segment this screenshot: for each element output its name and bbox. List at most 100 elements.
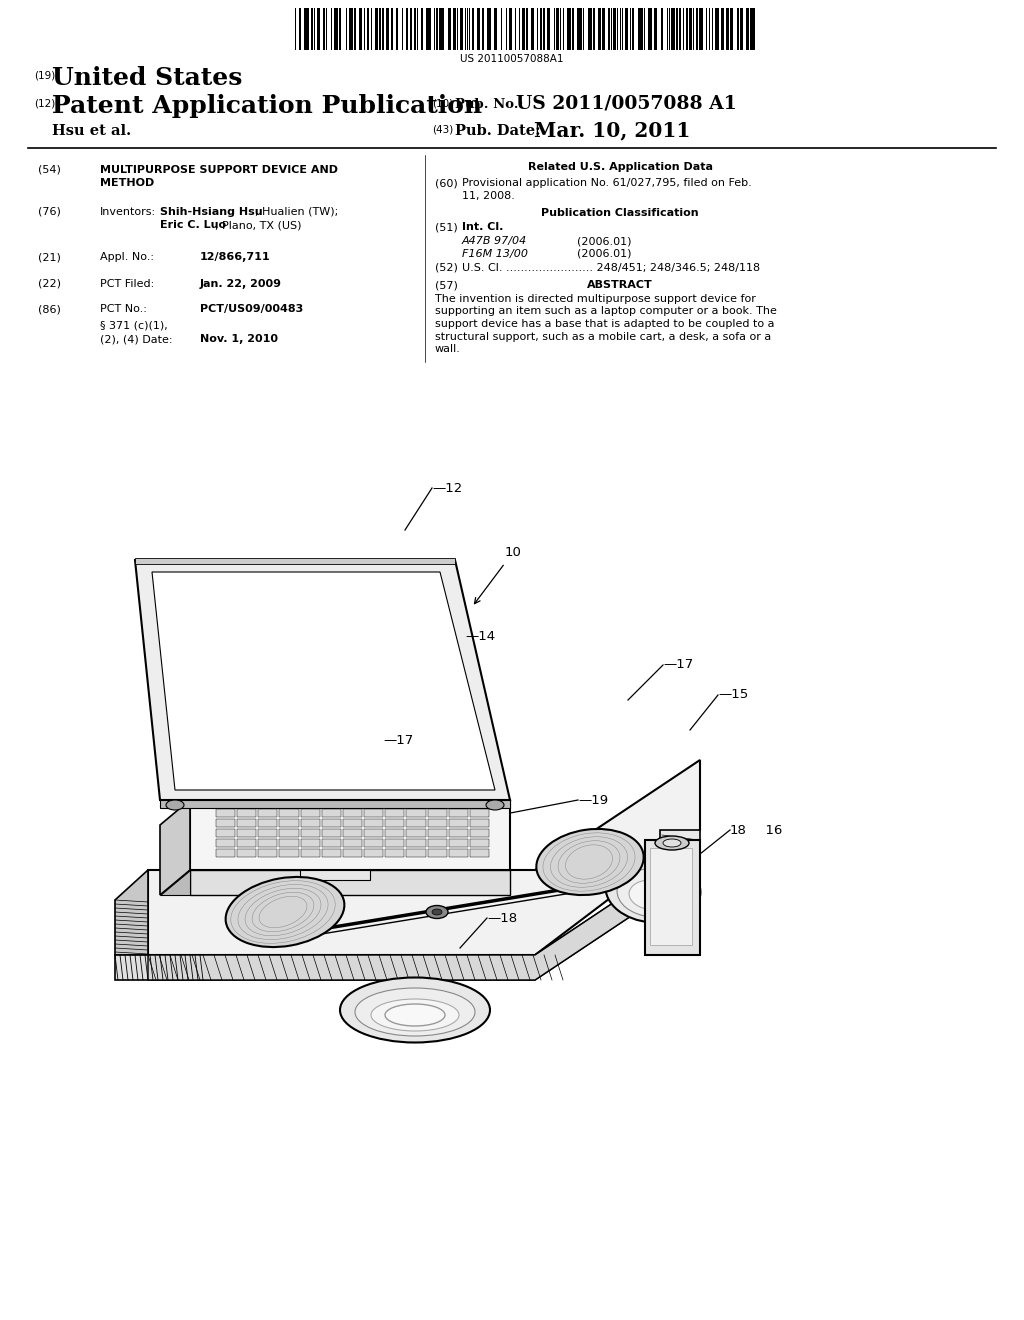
- Bar: [737, 8, 739, 50]
- Polygon shape: [365, 840, 383, 847]
- Bar: [730, 8, 733, 50]
- Bar: [531, 8, 535, 50]
- Text: Appl. No.:: Appl. No.:: [100, 252, 154, 261]
- Polygon shape: [343, 829, 362, 837]
- Text: Int. Cl.: Int. Cl.: [462, 222, 504, 232]
- Bar: [699, 8, 703, 50]
- Polygon shape: [280, 818, 299, 828]
- Text: (10): (10): [432, 98, 454, 108]
- Text: Pub. Date:: Pub. Date:: [455, 124, 541, 139]
- Polygon shape: [470, 829, 489, 837]
- Polygon shape: [238, 849, 256, 857]
- Bar: [598, 8, 601, 50]
- Polygon shape: [280, 849, 299, 857]
- Polygon shape: [470, 809, 489, 817]
- Polygon shape: [258, 829, 278, 837]
- Polygon shape: [407, 840, 426, 847]
- Ellipse shape: [663, 840, 681, 847]
- Polygon shape: [322, 809, 341, 817]
- Polygon shape: [385, 829, 404, 837]
- Bar: [676, 8, 679, 50]
- Polygon shape: [322, 840, 341, 847]
- Text: Pub. No.:: Pub. No.:: [455, 98, 528, 111]
- Text: (54): (54): [38, 165, 60, 176]
- Bar: [386, 8, 389, 50]
- Bar: [426, 8, 431, 50]
- Text: (12): (12): [34, 98, 55, 108]
- Bar: [439, 8, 444, 50]
- Bar: [548, 8, 550, 50]
- Polygon shape: [343, 809, 362, 817]
- Bar: [671, 8, 675, 50]
- Text: United States: United States: [52, 66, 243, 90]
- Bar: [453, 8, 456, 50]
- Text: Hsu et al.: Hsu et al.: [52, 124, 131, 139]
- Bar: [376, 8, 379, 50]
- Ellipse shape: [537, 829, 644, 895]
- Bar: [323, 8, 325, 50]
- Bar: [477, 8, 480, 50]
- Text: Jan. 22, 2009: Jan. 22, 2009: [200, 279, 282, 289]
- Polygon shape: [407, 829, 426, 837]
- Text: , Hualien (TW);: , Hualien (TW);: [255, 207, 338, 216]
- Polygon shape: [190, 800, 510, 870]
- Ellipse shape: [629, 880, 677, 909]
- Polygon shape: [148, 760, 700, 954]
- Polygon shape: [407, 809, 426, 817]
- Bar: [632, 8, 634, 50]
- Text: Eric C. Luo: Eric C. Luo: [160, 220, 226, 230]
- Polygon shape: [470, 849, 489, 857]
- Bar: [460, 8, 463, 50]
- Text: , Plano, TX (US): , Plano, TX (US): [215, 220, 301, 230]
- Bar: [740, 8, 743, 50]
- Text: (51): (51): [435, 222, 458, 232]
- Bar: [436, 8, 438, 50]
- Bar: [411, 8, 413, 50]
- Polygon shape: [322, 818, 341, 828]
- Polygon shape: [385, 849, 404, 857]
- Text: PCT No.:: PCT No.:: [100, 304, 146, 314]
- Polygon shape: [385, 840, 404, 847]
- Polygon shape: [449, 829, 468, 837]
- Polygon shape: [115, 845, 700, 979]
- Bar: [544, 8, 546, 50]
- Ellipse shape: [225, 876, 344, 946]
- Bar: [396, 8, 398, 50]
- Polygon shape: [343, 818, 362, 828]
- Text: (22): (22): [38, 279, 61, 289]
- Polygon shape: [449, 809, 468, 817]
- Polygon shape: [301, 829, 319, 837]
- Text: support device has a base that is adapted to be coupled to a: support device has a base that is adapte…: [435, 319, 774, 329]
- Polygon shape: [650, 847, 692, 945]
- Bar: [407, 8, 409, 50]
- Bar: [593, 8, 595, 50]
- Polygon shape: [160, 800, 510, 808]
- Polygon shape: [152, 572, 495, 789]
- Text: U.S. Cl. ........................ 248/451; 248/346.5; 248/118: U.S. Cl. ........................ 248/45…: [462, 263, 760, 273]
- Text: § 371 (c)(1),: § 371 (c)(1),: [100, 319, 168, 330]
- Text: (43): (43): [432, 124, 454, 135]
- Text: —17: —17: [663, 659, 693, 672]
- Polygon shape: [160, 800, 190, 895]
- Text: wall.: wall.: [435, 345, 461, 354]
- Bar: [680, 8, 682, 50]
- Bar: [578, 8, 582, 50]
- Polygon shape: [301, 818, 319, 828]
- Polygon shape: [343, 840, 362, 847]
- Polygon shape: [258, 840, 278, 847]
- Bar: [602, 8, 605, 50]
- Polygon shape: [470, 818, 489, 828]
- Polygon shape: [238, 829, 256, 837]
- Bar: [653, 8, 656, 50]
- Bar: [625, 8, 628, 50]
- Text: Shih-Hsiang Hsu: Shih-Hsiang Hsu: [160, 207, 262, 216]
- Text: METHOD: METHOD: [100, 178, 155, 187]
- Polygon shape: [216, 818, 236, 828]
- Polygon shape: [343, 849, 362, 857]
- Bar: [348, 8, 352, 50]
- Bar: [686, 8, 688, 50]
- Text: Mar. 10, 2011: Mar. 10, 2011: [534, 120, 690, 140]
- Polygon shape: [115, 870, 148, 954]
- Bar: [567, 8, 571, 50]
- Bar: [486, 8, 490, 50]
